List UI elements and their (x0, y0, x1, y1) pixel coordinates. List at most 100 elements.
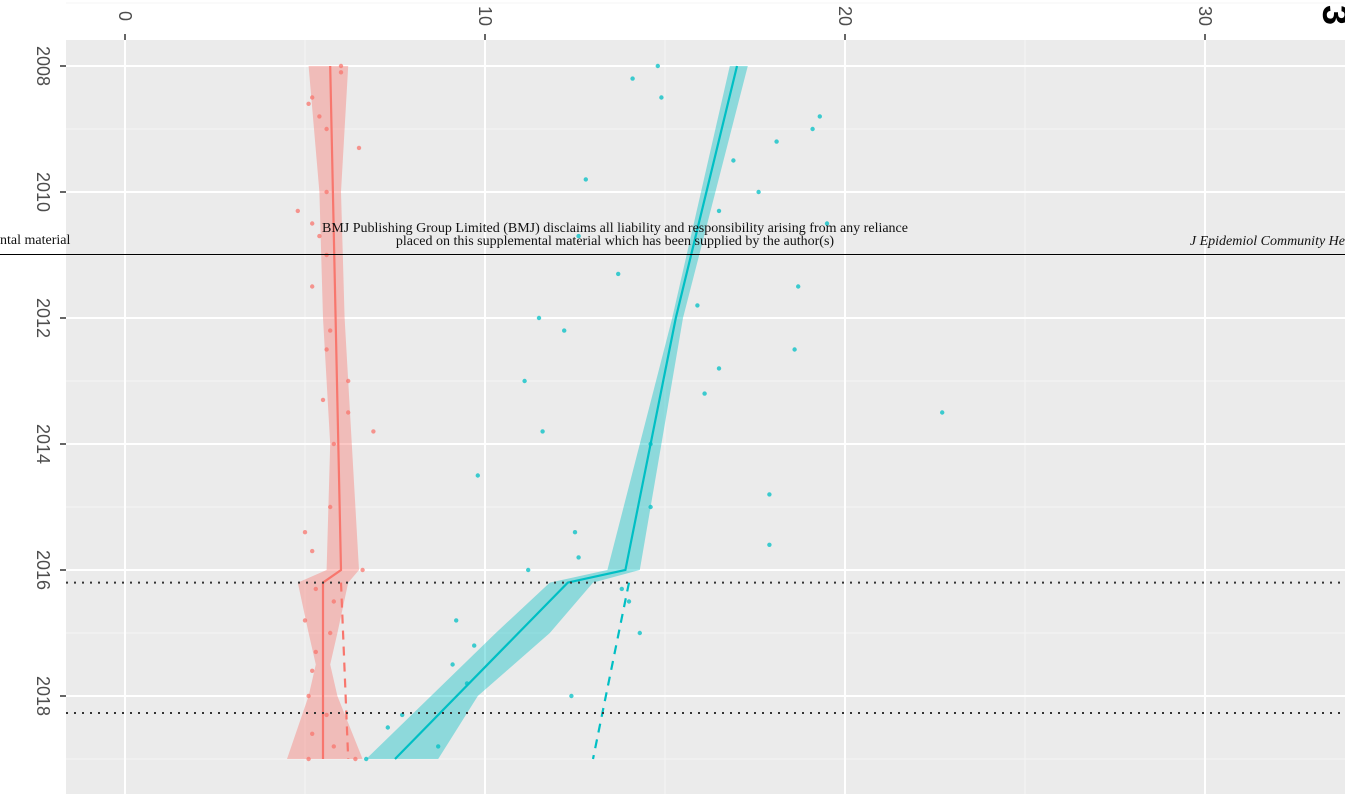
y-tick-label: 2014 (33, 424, 53, 464)
data-point (328, 504, 333, 510)
data-point (774, 139, 779, 144)
data-point (324, 189, 329, 195)
data-point (940, 410, 945, 415)
data-point (302, 530, 308, 535)
data-point (317, 114, 322, 119)
data-point (576, 555, 581, 560)
data-point (702, 391, 707, 396)
data-point (450, 662, 455, 667)
plot-panel (66, 40, 1345, 794)
data-point (630, 76, 635, 81)
data-point (569, 693, 574, 699)
data-point (328, 630, 333, 636)
data-point (817, 114, 822, 119)
data-point (338, 63, 344, 69)
overlay-disclaimer: BMJ Publishing Group Limited (BMJ) discl… (250, 221, 980, 249)
data-point (695, 303, 700, 308)
gridlines (66, 2, 1345, 794)
data-point (436, 744, 441, 749)
data-point (320, 397, 326, 403)
data-point (731, 158, 736, 163)
data-point (385, 725, 390, 730)
y-tick-label: 2012 (33, 298, 53, 338)
data-point (716, 208, 722, 214)
data-point (576, 233, 581, 239)
data-point (583, 177, 588, 182)
overlay-disclaimer-line2: placed on this supplemental material whi… (395, 234, 835, 249)
fitted-lines (321, 65, 739, 760)
data-point (655, 63, 660, 69)
data-point (824, 221, 830, 226)
data-point (562, 328, 567, 333)
data-point (324, 126, 329, 132)
data-point (810, 126, 815, 132)
x-tick-label: 10 (475, 6, 495, 26)
overlay-disclaimer-line1: BMJ Publishing Group Limited (BMJ) discl… (322, 221, 908, 236)
data-point (536, 315, 542, 321)
data-point (637, 630, 642, 636)
data-point (659, 95, 664, 100)
data-point (306, 756, 311, 762)
data-point (331, 441, 336, 447)
data-point (767, 492, 772, 497)
data-point (756, 189, 761, 195)
data-point (302, 618, 308, 623)
data-point (454, 618, 459, 623)
data-point (767, 542, 772, 547)
data-point (626, 599, 632, 604)
y-tick-label: 2018 (33, 676, 53, 716)
data-point (522, 378, 527, 384)
data-point (572, 530, 578, 535)
data-point (310, 95, 315, 100)
data-point (324, 347, 329, 352)
data-point (360, 567, 365, 573)
data-point (472, 643, 477, 648)
x-tick-label: 20 (835, 6, 855, 26)
data-point (313, 586, 318, 592)
counterfactual-line-1 (591, 582, 631, 760)
confidence-band-1 (366, 66, 748, 759)
data-point (475, 473, 480, 478)
data-point (306, 693, 311, 699)
data-point (616, 271, 621, 277)
data-point (317, 233, 322, 239)
x-axis-ticks: 0 10 20 30 (115, 6, 1215, 40)
data-point (346, 410, 351, 415)
data-point (310, 668, 315, 673)
data-point (310, 731, 315, 736)
data-point (310, 221, 315, 226)
y-tick-label: 2016 (33, 550, 53, 590)
data-point (324, 252, 329, 258)
data-point (526, 567, 531, 573)
data-point (295, 208, 300, 214)
y-axis-label: year (0, 345, 4, 396)
data-point (796, 284, 801, 289)
x-tick-label: 0 (115, 11, 135, 21)
fit-line-0 (321, 65, 343, 759)
overlay-left-text: ntal material (0, 233, 71, 248)
data-point (716, 366, 722, 371)
data-point (331, 599, 336, 604)
data-point (364, 756, 369, 762)
confidence-bands (287, 66, 748, 759)
x-tick-label: 30 (1195, 6, 1215, 26)
data-point (619, 586, 624, 592)
data-point (346, 378, 351, 384)
data-point (356, 145, 362, 151)
confidence-band-0 (287, 66, 363, 759)
data-point (313, 649, 318, 655)
fit-line-1 (394, 65, 739, 760)
data-point (371, 429, 376, 434)
data-point (648, 504, 653, 510)
data-point (310, 284, 315, 289)
counterfactual-line-0 (339, 582, 350, 760)
data-point (353, 756, 358, 762)
y-axis-ticks: 2008 2010 2012 2014 2016 2018 (33, 46, 66, 716)
data-point (306, 101, 311, 107)
data-point (328, 328, 333, 333)
data-point (324, 712, 329, 718)
data-point (331, 744, 336, 749)
data-point (792, 347, 797, 352)
panel-tag: 3 (1314, 5, 1345, 25)
